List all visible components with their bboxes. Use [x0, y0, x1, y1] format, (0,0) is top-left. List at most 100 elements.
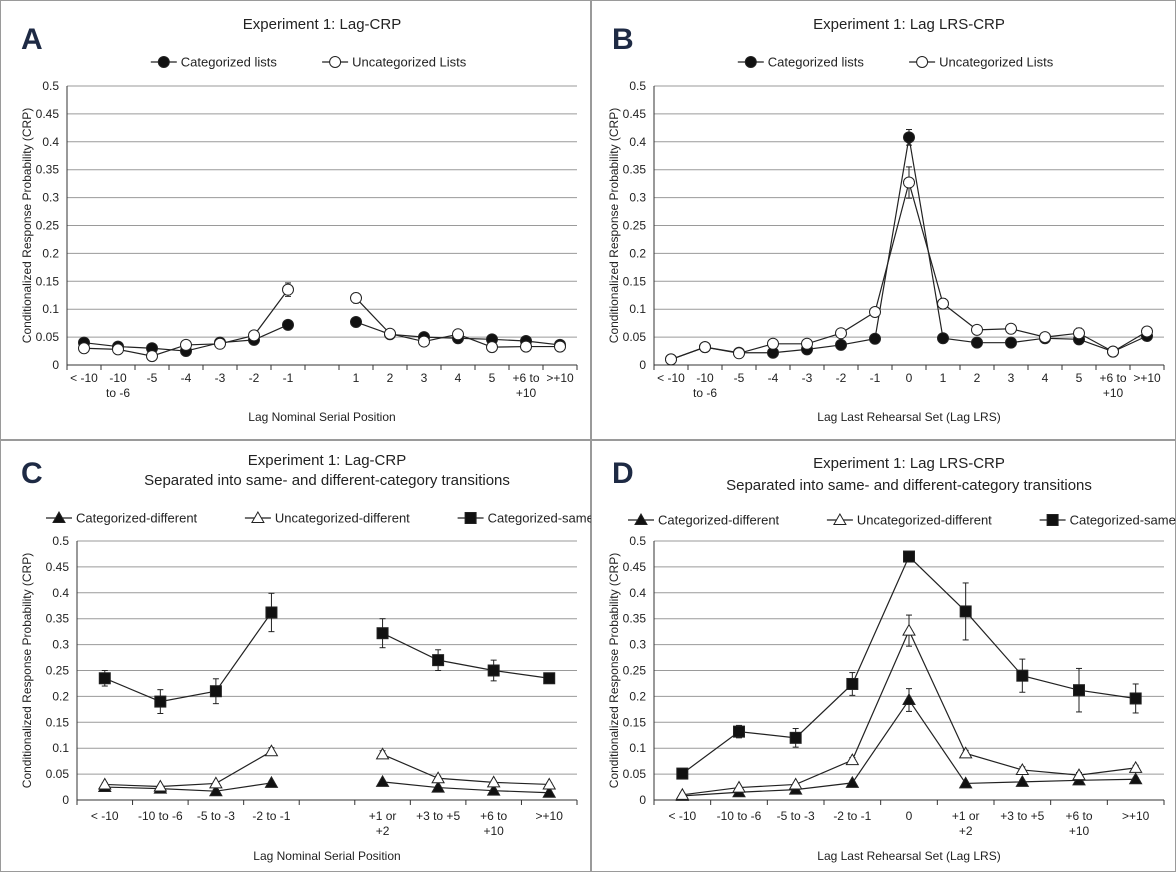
panel-d: D Experiment 1: Lag LRS-CRP Separated int…	[591, 440, 1176, 872]
legend-item: Categorized lists	[737, 55, 865, 70]
data-point	[264, 775, 279, 788]
legend-label: Categorized-different	[658, 513, 780, 528]
y-tick-label: 0.05	[46, 767, 70, 781]
x-tick-label: 5	[1076, 371, 1083, 385]
legend-marker	[1046, 514, 1059, 526]
y-tick-label: 0.4	[42, 135, 59, 149]
x-tick-label: -3	[215, 371, 226, 385]
x-tick-label: < -10	[657, 371, 685, 385]
series	[676, 550, 1142, 780]
data-point	[180, 338, 192, 351]
data-point	[1073, 327, 1085, 340]
data-point	[1005, 336, 1017, 349]
chart-subtitle: Separated into same- and different-categ…	[144, 472, 510, 489]
x-tick-label: to -6	[693, 386, 717, 400]
y-tick-label: 0.3	[52, 638, 69, 652]
legend-label: Uncategorized Lists	[352, 55, 467, 70]
legend-item: Uncategorized-different	[826, 512, 992, 528]
legend-label: Categorized-same	[1070, 513, 1176, 528]
data-point	[486, 341, 498, 354]
y-tick-label: 0	[639, 793, 646, 807]
y-tick-label: 0.45	[623, 107, 647, 121]
data-point	[452, 328, 464, 341]
data-point	[98, 672, 111, 685]
y-tick-label: 0.35	[623, 163, 647, 177]
y-tick-label: 0.3	[629, 191, 646, 205]
x-tick-label: 4	[455, 371, 462, 385]
legend-item: Categorized-same	[457, 511, 592, 526]
x-tick-label: -4	[181, 371, 192, 385]
x-tick-label: 3	[421, 371, 428, 385]
y-tick-label: 0.4	[52, 586, 69, 600]
y-tick-label: 0.15	[36, 274, 60, 288]
y-tick-label: 0.2	[629, 689, 646, 703]
chart-title: Experiment 1: Lag-CRP	[243, 16, 401, 33]
legend: Categorized-different Uncategorized-diffe…	[628, 513, 1176, 528]
y-tick-label: 0.35	[623, 612, 647, 626]
data-point	[487, 664, 500, 677]
data-point	[520, 340, 532, 353]
chart-title: Experiment 1: Lag-CRP	[248, 452, 406, 469]
data-point	[543, 672, 556, 685]
data-point	[350, 316, 362, 329]
series	[675, 688, 1143, 801]
data-point	[542, 785, 557, 798]
y-axis-label: Conditionalized Response Probability (CR…	[20, 553, 34, 788]
y-tick-label: 0.3	[629, 638, 646, 652]
data-point	[665, 353, 677, 366]
chart-subtitle: Separated into same- and different-categ…	[726, 477, 1092, 494]
chart-a: Experiment 1: Lag-CRP 0 0.05 0.1 0.15 0.2 0.25…	[20, 16, 578, 424]
data-point	[1016, 669, 1029, 682]
y-tick-label: 0.05	[623, 767, 647, 781]
chart-c: Experiment 1: Lag-CRP Separated into same…	[20, 452, 592, 863]
data-point	[902, 693, 916, 706]
panel-letter: B	[612, 23, 634, 56]
data-point	[282, 318, 294, 331]
data-point	[835, 327, 847, 340]
y-tick-label: 0.15	[46, 715, 70, 729]
chart-title: Experiment 1: Lag LRS-CRP	[813, 16, 1005, 33]
series	[97, 744, 557, 792]
x-tick-label: +6 to	[1099, 371, 1126, 385]
data-point	[1015, 774, 1030, 787]
data-point	[78, 342, 90, 355]
legend-item: Categorized-same	[1039, 513, 1176, 528]
panel-b: B Experiment 1: Lag LRS-CRP 0 0.05 0.1 0.15 0…	[591, 0, 1176, 440]
x-tick-label: 1	[353, 371, 360, 385]
legend-label: Categorized lists	[768, 55, 865, 70]
x-tick-label: 3	[1008, 371, 1015, 385]
x-axis-label: Lag Last Rehearsal Set (Lag LRS)	[817, 410, 1000, 424]
x-tick-label: >+10	[1122, 809, 1150, 823]
data-point	[767, 337, 779, 350]
data-point	[675, 787, 690, 800]
x-tick-label: +10	[516, 386, 537, 400]
legend-marker	[833, 512, 847, 525]
data-point	[1005, 322, 1017, 335]
data-point	[801, 337, 813, 350]
chart-title: Experiment 1: Lag LRS-CRP	[813, 455, 1005, 472]
data-point	[486, 783, 501, 796]
data-point	[835, 338, 847, 351]
legend-marker	[52, 510, 66, 523]
y-tick-label: 0.2	[629, 246, 646, 260]
x-tick-label: +6 to	[1065, 809, 1092, 823]
data-point	[732, 780, 746, 793]
x-tick-label: >+10	[536, 809, 564, 823]
x-tick-label: -4	[768, 371, 779, 385]
data-point	[699, 341, 711, 354]
series-line	[681, 555, 1136, 775]
x-tick-label: +3 to +5	[1000, 809, 1044, 823]
legend-item: Categorized-different	[628, 513, 780, 528]
x-tick-label: +6 to	[480, 809, 507, 823]
data-point	[1128, 772, 1143, 785]
series-line	[104, 750, 272, 788]
y-tick-label: 0.15	[623, 274, 647, 288]
legend-marker	[634, 512, 648, 525]
y-tick-label: 0.4	[629, 135, 646, 149]
x-tick-label: -10 to -6	[138, 809, 183, 823]
panel-letter: D	[612, 457, 634, 490]
legend-marker	[916, 56, 929, 68]
data-point	[264, 744, 279, 757]
data-point	[209, 784, 223, 797]
y-tick-label: 0.25	[623, 219, 647, 233]
